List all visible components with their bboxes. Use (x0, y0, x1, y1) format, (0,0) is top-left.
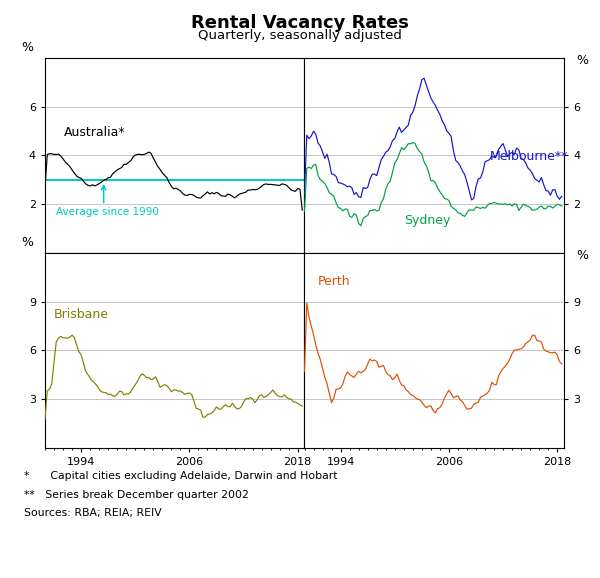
Y-axis label: %: % (576, 249, 588, 262)
Text: **   Series break December quarter 2002: ** Series break December quarter 2002 (24, 490, 249, 499)
Y-axis label: %: % (21, 236, 33, 249)
Text: Rental Vacancy Rates: Rental Vacancy Rates (191, 14, 409, 32)
Text: Australia*: Australia* (64, 126, 125, 139)
Text: Perth: Perth (318, 275, 350, 288)
Text: Melbourne**: Melbourne** (490, 150, 568, 163)
Text: Sydney: Sydney (404, 214, 450, 227)
Text: Average since 1990: Average since 1990 (56, 207, 159, 217)
Text: Brisbane: Brisbane (54, 308, 109, 321)
Y-axis label: %: % (21, 41, 33, 54)
Text: Sources: RBA; REIA; REIV: Sources: RBA; REIA; REIV (24, 508, 162, 518)
Text: *      Capital cities excluding Adelaide, Darwin and Hobart: * Capital cities excluding Adelaide, Dar… (24, 471, 337, 481)
Text: Quarterly, seasonally adjusted: Quarterly, seasonally adjusted (198, 29, 402, 42)
Y-axis label: %: % (576, 54, 588, 67)
